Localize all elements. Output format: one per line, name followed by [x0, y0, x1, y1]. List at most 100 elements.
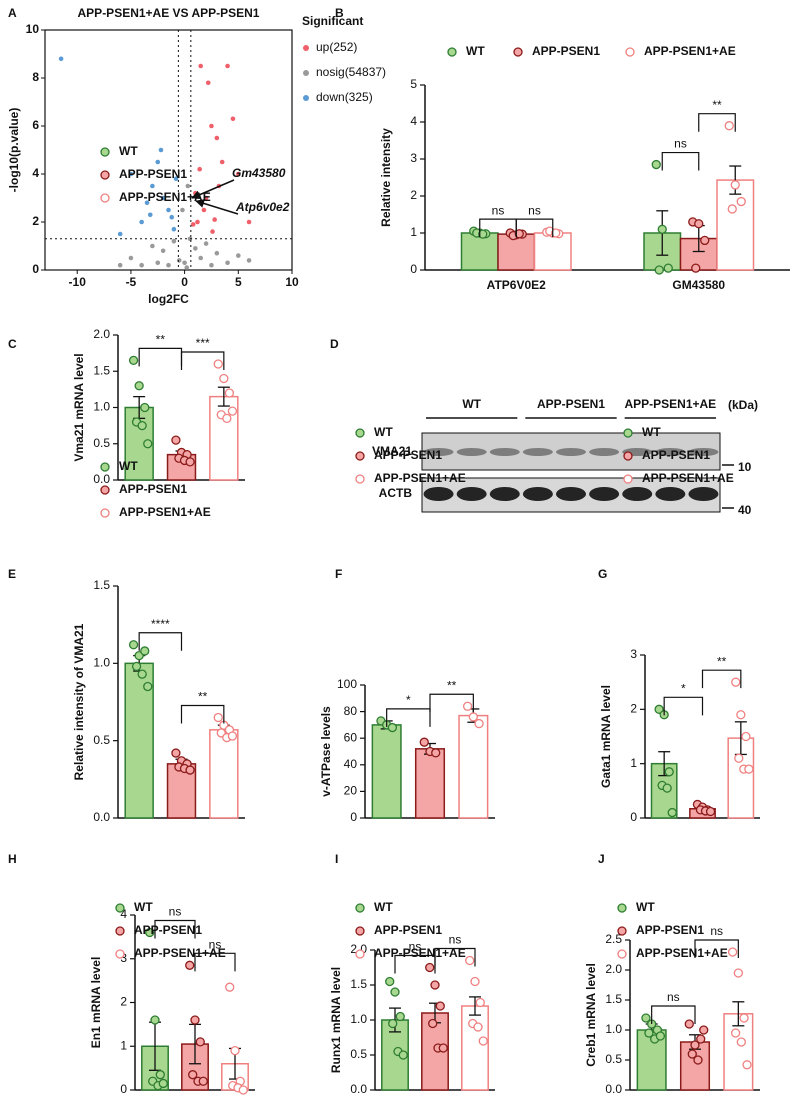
x-axis-label: log2FC	[148, 292, 189, 306]
legend-label: WT	[119, 459, 138, 473]
significance-label: **	[712, 98, 722, 112]
data-point	[166, 207, 171, 213]
y-tick-label: 0.0	[350, 1082, 367, 1096]
y-tick-label: 1.5	[605, 992, 622, 1006]
data-point	[468, 712, 478, 722]
data-point	[139, 219, 144, 225]
legend-marker	[355, 903, 365, 913]
legend-marker	[617, 949, 627, 959]
data-point	[478, 229, 488, 239]
chart-title: APP-PSEN1+AE VS APP-PSEN1	[78, 6, 260, 20]
data-point	[197, 166, 202, 172]
y-tick-label: 1	[120, 1038, 127, 1052]
y-tick-label: 0.5	[350, 1047, 367, 1061]
data-point	[724, 121, 734, 131]
significance-label: ns	[667, 990, 680, 1004]
data-point	[185, 183, 191, 189]
y-tick-label: 0	[630, 810, 637, 824]
blot-band	[456, 448, 487, 456]
y-axis-label: v-ATPase levels	[319, 706, 333, 797]
data-point	[143, 681, 153, 692]
data-point	[736, 710, 746, 720]
legend-marker	[617, 926, 627, 936]
annotation: Atp6v0e2	[235, 200, 290, 214]
legend-marker	[100, 170, 110, 180]
bar	[460, 232, 499, 271]
data-point	[171, 238, 177, 244]
legend-label: WT	[374, 425, 393, 439]
data-point	[736, 1037, 746, 1047]
y-tick-label: 2.0	[93, 327, 110, 341]
data-point	[425, 962, 435, 973]
blot-band	[655, 448, 686, 456]
data-point	[227, 406, 238, 416]
data-point	[171, 435, 181, 445]
unit-label: (kDa)	[728, 398, 758, 412]
bar	[371, 724, 402, 819]
data-point	[185, 765, 195, 775]
significance-label: ns	[409, 940, 422, 954]
data-point	[137, 420, 147, 431]
data-point	[705, 806, 716, 817]
bar	[533, 232, 572, 271]
legend-label: WT	[636, 900, 655, 914]
data-point	[246, 219, 252, 225]
panel-label: C	[8, 337, 17, 351]
data-point	[730, 180, 740, 190]
data-point	[150, 1015, 160, 1025]
data-point	[230, 116, 236, 122]
data-point	[195, 219, 200, 225]
lane-label: APP-PSEN1+AE	[624, 397, 716, 411]
y-tick-label: 0	[120, 1082, 127, 1096]
data-point	[180, 207, 185, 213]
data-point	[160, 248, 166, 254]
significance-label: **	[447, 678, 457, 692]
y-tick-label: 1.5	[93, 578, 110, 592]
data-point	[644, 1028, 654, 1038]
legend-label: APP-PSEN1+AE	[374, 471, 466, 485]
significance-bracket	[429, 693, 474, 713]
row-label: VMA21	[372, 444, 412, 458]
data-point	[438, 1043, 448, 1053]
legend-label: WT	[119, 144, 138, 158]
annotation-arrow	[195, 199, 239, 215]
y-axis-label: Creb1 mRNA level	[584, 963, 598, 1067]
significance-label: *	[406, 693, 411, 707]
data-point	[388, 1018, 398, 1029]
y-tick-label: 1.5	[93, 363, 110, 377]
significance-label: ns	[528, 203, 541, 217]
legend-marker	[355, 428, 365, 438]
y-tick-label: 1	[630, 756, 637, 770]
y-tick-label: 3	[120, 951, 127, 965]
significance-bracket	[701, 669, 742, 689]
y-tick-label: 1.0	[350, 1012, 367, 1026]
data-point	[139, 262, 144, 268]
y-tick-label: 1.0	[93, 656, 110, 670]
data-point	[696, 1034, 706, 1044]
blot-band	[688, 487, 719, 501]
data-point	[700, 235, 710, 246]
y-axis-label: Relative intensity	[379, 128, 393, 227]
data-point	[188, 1070, 198, 1080]
data-point	[470, 976, 480, 987]
data-point	[662, 783, 672, 793]
data-point	[155, 1070, 165, 1080]
data-point	[214, 135, 220, 141]
x-tick-label: -5	[126, 275, 137, 289]
data-point	[435, 1001, 445, 1011]
data-point	[387, 722, 398, 733]
data-point	[684, 1019, 694, 1029]
data-point	[514, 229, 524, 239]
data-point	[238, 1085, 248, 1095]
data-point	[667, 807, 677, 818]
data-point	[210, 229, 215, 234]
legend-label: APP-PSEN1	[119, 482, 187, 496]
data-point	[699, 1025, 709, 1035]
legend-marker	[115, 926, 125, 936]
y-tick-label: 6	[32, 118, 39, 132]
data-point	[134, 381, 144, 391]
legend-marker	[100, 508, 110, 518]
significance-bracket	[180, 704, 225, 724]
y-tick-label: 1	[410, 225, 417, 239]
